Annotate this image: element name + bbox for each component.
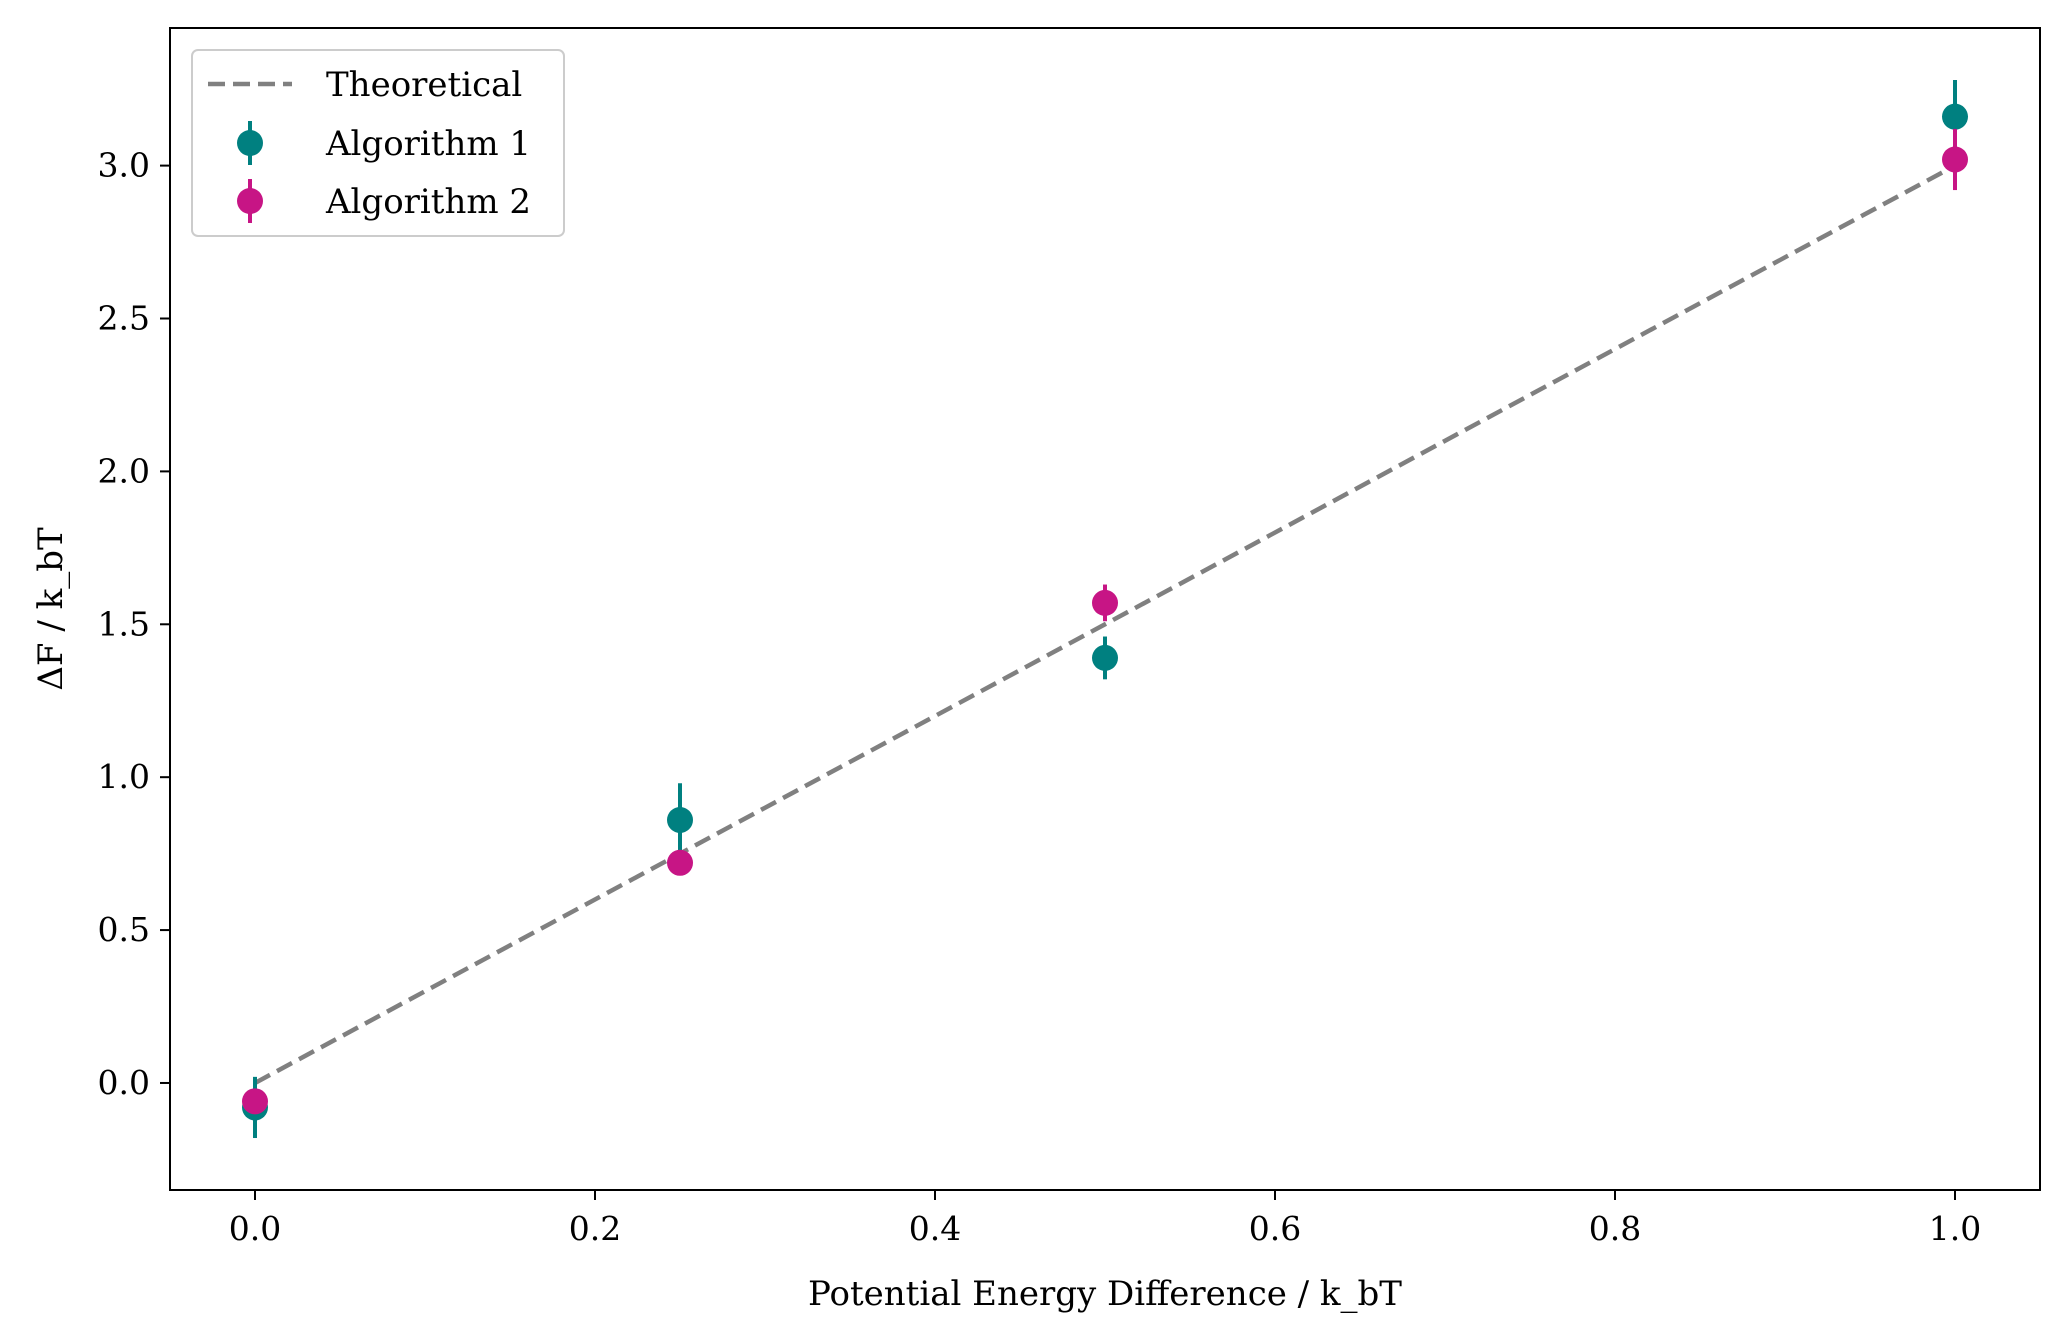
- legend-series-label: Algorithm 2: [325, 182, 531, 222]
- x-tick-label: 1.0: [1929, 1209, 1981, 1248]
- data-point: [1092, 589, 1118, 616]
- data-point: [667, 849, 693, 876]
- data-point: [1092, 644, 1118, 671]
- legend-box: [191, 49, 565, 237]
- legend-marker-handle: [237, 188, 263, 214]
- ticks-layer: 0.0 0.2 0.4 0.6 0.8 1.0 0.0 0.5 1.0 1.5 2.0 2.5 3.0: [98, 146, 1982, 1248]
- x-axis-label: Potential Energy Difference / k_bT: [808, 1274, 1402, 1314]
- y-tick-label: 3.0: [98, 146, 150, 185]
- legend-marker-handle: [237, 130, 263, 156]
- legend-theoretical-label: Theoretical: [326, 65, 522, 105]
- legend-series-label: Algorithm 1: [325, 124, 531, 164]
- theoretical-line: [253, 163, 1957, 1085]
- plot-layer: [242, 79, 1968, 1139]
- y-tick-label: 0.5: [98, 910, 150, 949]
- y-tick-label: 2.0: [98, 451, 150, 490]
- y-tick-label: 1.5: [98, 604, 150, 643]
- data-point: [1942, 146, 1968, 173]
- axis-labels: Potential Energy Difference / k_bT ΔF / k…: [31, 527, 1402, 1314]
- data-point: [667, 806, 693, 833]
- x-tick-label: 0.6: [1249, 1209, 1301, 1248]
- y-axis-label: ΔF / k_bT: [31, 527, 71, 691]
- series-2: [242, 128, 1968, 1115]
- x-tick-label: 0.2: [569, 1209, 621, 1248]
- x-tick-label: 0.0: [229, 1209, 281, 1248]
- x-tick-label: 0.4: [909, 1209, 961, 1248]
- plot-frame: [169, 27, 2041, 1191]
- y-tick-label: 2.5: [98, 299, 150, 338]
- data-point: [1942, 103, 1968, 130]
- data-point: [242, 1088, 268, 1115]
- y-tick-label: 1.0: [98, 757, 150, 796]
- y-tick-label: 0.0: [98, 1063, 150, 1102]
- legend: Theoretical Algorithm 1 Algorithm 2: [191, 49, 565, 237]
- x-tick-label: 0.8: [1589, 1209, 1641, 1248]
